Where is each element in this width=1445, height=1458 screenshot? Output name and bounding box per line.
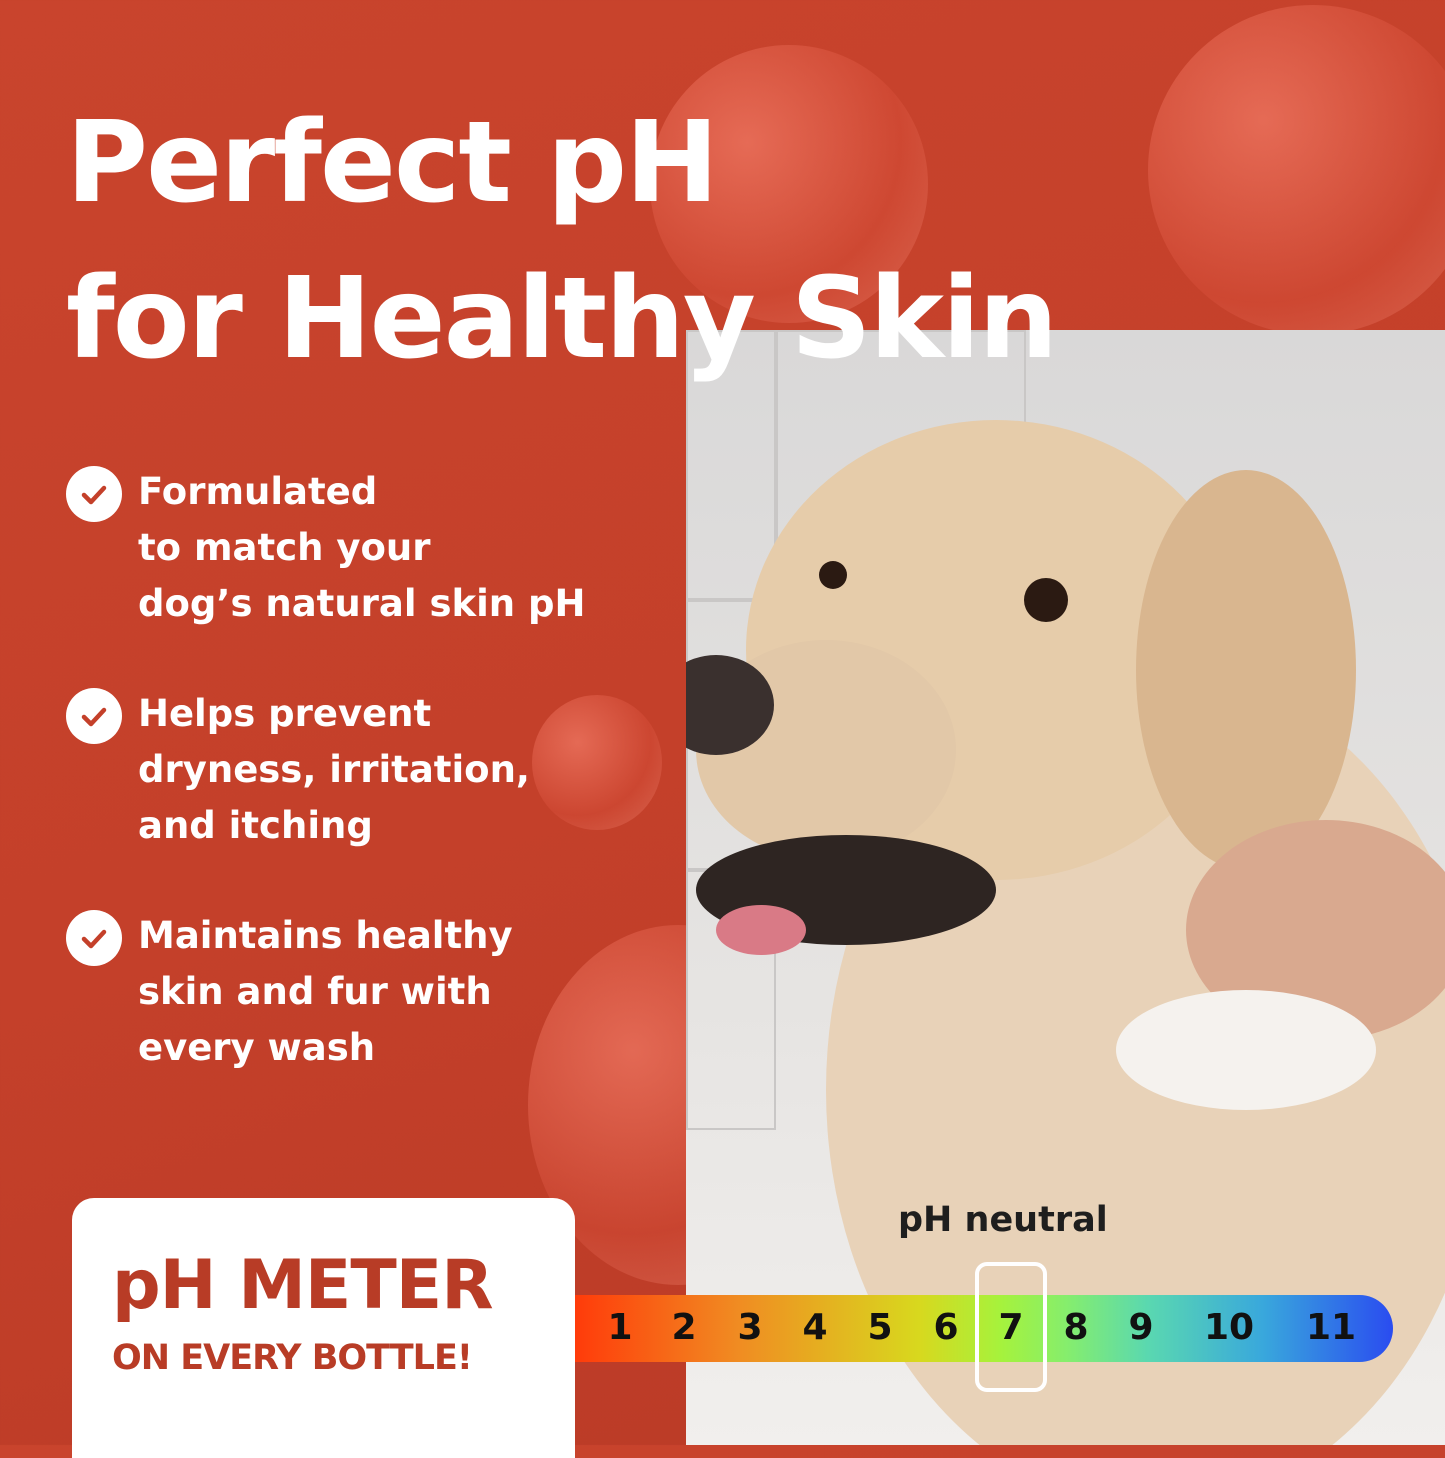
ph-value-3: 3 xyxy=(737,1307,763,1348)
ph-value-5: 5 xyxy=(867,1307,893,1348)
ph-neutral-label: pH neutral xyxy=(898,1200,1108,1240)
bullet-item: Formulated to match your dog’s natural ski… xyxy=(66,466,585,632)
ph-value-4: 4 xyxy=(802,1307,828,1348)
ph-neutral-highlight xyxy=(975,1262,1047,1392)
ph-value-9: 9 xyxy=(1128,1307,1154,1348)
ph-meter-subheading: ON EVERY BOTTLE! xyxy=(112,1338,473,1378)
ph-scale-bar: 1 2 3 4 5 6 7 8 9 10 11 xyxy=(575,1295,1393,1362)
check-circle-icon xyxy=(66,910,122,966)
bullet-text: Maintains healthy xyxy=(138,914,513,957)
decorative-bubble xyxy=(1148,5,1445,335)
ph-meter-heading: pH METER xyxy=(112,1246,494,1325)
ph-value-11: 11 xyxy=(1305,1307,1357,1348)
ph-value-10: 10 xyxy=(1203,1307,1255,1348)
bullet-text: Helps prevent xyxy=(138,692,432,735)
bullet-text: every wash xyxy=(138,1026,376,1069)
bullet-text: and itching xyxy=(138,804,373,847)
wall-tile xyxy=(686,330,776,600)
check-circle-icon xyxy=(66,466,122,522)
bullet-text: skin and fur with xyxy=(138,970,492,1013)
ph-value-1: 1 xyxy=(607,1307,633,1348)
bullet-text: to match your xyxy=(138,526,431,569)
bullet-text: Formulated xyxy=(138,470,378,513)
bullet-item: Maintains healthy skin and fur with every … xyxy=(66,910,513,1076)
bullet-text: dog’s natural skin pH xyxy=(138,582,586,625)
ph-value-6: 6 xyxy=(933,1307,959,1348)
bullet-text: dryness, irritation, xyxy=(138,748,530,791)
headline-line-2: for Healthy Skin xyxy=(66,254,1058,384)
ph-value-7: 7 xyxy=(998,1307,1024,1348)
headline: Perfect pH for Healthy Skin xyxy=(66,85,1058,397)
decorative-bubble xyxy=(532,695,662,830)
ph-meter-callout: pH METER ON EVERY BOTTLE! xyxy=(72,1198,575,1458)
dog-bath-photo xyxy=(686,330,1445,1445)
ph-value-2: 2 xyxy=(671,1307,697,1348)
decorative-bubble xyxy=(650,45,928,323)
bullet-item: Helps prevent dryness, irritation, and itc… xyxy=(66,688,530,854)
ph-value-8: 8 xyxy=(1063,1307,1089,1348)
dog-illustration xyxy=(686,420,1445,1445)
headline-line-1: Perfect pH xyxy=(66,98,719,228)
check-circle-icon xyxy=(66,688,122,744)
